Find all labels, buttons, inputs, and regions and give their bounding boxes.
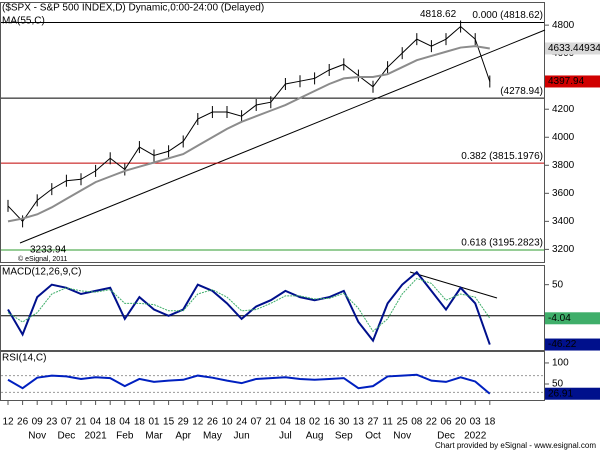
y-tick-label: 3400 — [552, 216, 575, 227]
x-tick-label: 06 — [440, 417, 452, 428]
copyright: © eSignal, 2011 — [18, 255, 68, 263]
month-label: Jun — [234, 431, 250, 442]
series-line — [7, 373, 491, 395]
y-tick-label: 4200 — [552, 104, 575, 115]
series-line — [7, 25, 491, 223]
x-tick-label: 02 — [309, 417, 321, 428]
annotation: 4818.62 — [420, 9, 457, 20]
x-tick-label: 20 — [455, 417, 467, 428]
x-tick-label: 21 — [265, 417, 277, 428]
month-label: Mar — [145, 431, 163, 442]
trend-line — [19, 29, 546, 244]
x-tick-label: 04 — [119, 417, 131, 428]
value-box-label: -46.22 — [548, 339, 577, 350]
x-tick-label: 03 — [470, 417, 482, 428]
value-box — [545, 387, 600, 400]
x-tick-label: 25 — [397, 417, 409, 428]
x-tick-label: 08 — [411, 417, 423, 428]
x-tick-label: 26 — [207, 417, 219, 428]
month-label: Nov — [393, 431, 411, 442]
x-tick-label: 18 — [105, 417, 117, 428]
x-tick-label: 04 — [90, 417, 102, 428]
chart-title: ($SPX - S&P 500 INDEX,D) Dynamic,0:00-24… — [2, 3, 264, 14]
month-label: Nov — [28, 431, 46, 442]
x-tick-label: 01 — [148, 417, 160, 428]
x-tick-label: 30 — [338, 417, 350, 428]
level-label: 0.000 (4818.62) — [472, 10, 543, 21]
month-label: Aug — [306, 431, 324, 442]
value-box-label: 4397.94 — [548, 76, 585, 87]
value-box — [545, 338, 600, 351]
x-tick-label: 12 — [2, 417, 14, 428]
value-box — [545, 312, 600, 325]
value-box-label: 4633.44934 — [548, 43, 600, 54]
x-tick-label: 29 — [178, 417, 190, 428]
value-box — [545, 75, 600, 88]
ma-legend: MA(55,C) — [2, 16, 45, 27]
x-tick-label: 07 — [251, 417, 263, 428]
series-line — [7, 270, 491, 345]
x-tick-label: 09 — [32, 417, 44, 428]
y-tick-label: 3600 — [552, 188, 575, 199]
macd-title: MACD(12,26,9,C) — [2, 267, 81, 278]
x-tick-label: 18 — [484, 417, 496, 428]
x-tick-label: 24 — [236, 417, 248, 428]
month-label: Dec — [58, 431, 76, 442]
month-label: 2021 — [84, 431, 107, 442]
month-label: Jul — [279, 431, 292, 442]
x-tick-label: 18 — [294, 417, 306, 428]
month-label: Oct — [365, 431, 381, 442]
y-tick-label: 3200 — [552, 244, 575, 255]
month-label: Feb — [116, 431, 134, 442]
x-tick-label: 11 — [382, 417, 393, 428]
y-tick-label: 100 — [552, 358, 569, 369]
x-tick-label: 13 — [353, 417, 365, 428]
x-tick-label: 16 — [324, 417, 336, 428]
y-tick-label: 50 — [552, 279, 564, 290]
month-label: Sep — [335, 431, 353, 442]
value-box-label: -4.04 — [548, 313, 571, 324]
value-box-label: 26.91 — [548, 388, 573, 399]
macd-panel — [0, 265, 545, 351]
value-box — [545, 42, 600, 55]
month-label: May — [203, 431, 222, 442]
month-label: Dec — [437, 431, 455, 442]
series-line — [7, 45, 490, 223]
x-tick-label: 07 — [61, 417, 73, 428]
x-tick-label: 22 — [426, 417, 438, 428]
rsi-title: RSI(14,C) — [2, 353, 46, 364]
series-line — [7, 277, 491, 333]
x-tick-label: 10 — [221, 417, 233, 428]
y-tick-label: 4800 — [552, 20, 575, 31]
x-tick-label: 23 — [46, 417, 58, 428]
level-label: 0.382 (3815.1976) — [461, 151, 543, 162]
x-tick-label: 27 — [367, 417, 379, 428]
footer: Chart provided by eSignal - www.esignal.… — [435, 441, 596, 450]
annotation: 3233.94 — [30, 244, 67, 255]
level-label: (4278.94) — [500, 86, 543, 97]
x-tick-label: 12 — [192, 417, 204, 428]
y-tick-label: 50 — [552, 379, 564, 390]
x-tick-label: 15 — [163, 417, 175, 428]
price-panel — [0, 2, 545, 263]
y-tick-label: 4000 — [552, 132, 575, 143]
x-tick-label: 26 — [17, 417, 29, 428]
x-tick-label: 18 — [134, 417, 146, 428]
x-tick-label: 04 — [280, 417, 292, 428]
level-label: 0.618 (3195.2823) — [461, 238, 543, 249]
month-label: 2022 — [464, 431, 487, 442]
x-tick-label: 21 — [75, 417, 87, 428]
y-tick-label: 3800 — [552, 160, 575, 171]
rsi-panel — [0, 351, 545, 401]
macd-trend-line — [409, 271, 498, 299]
month-label: Apr — [175, 431, 191, 442]
